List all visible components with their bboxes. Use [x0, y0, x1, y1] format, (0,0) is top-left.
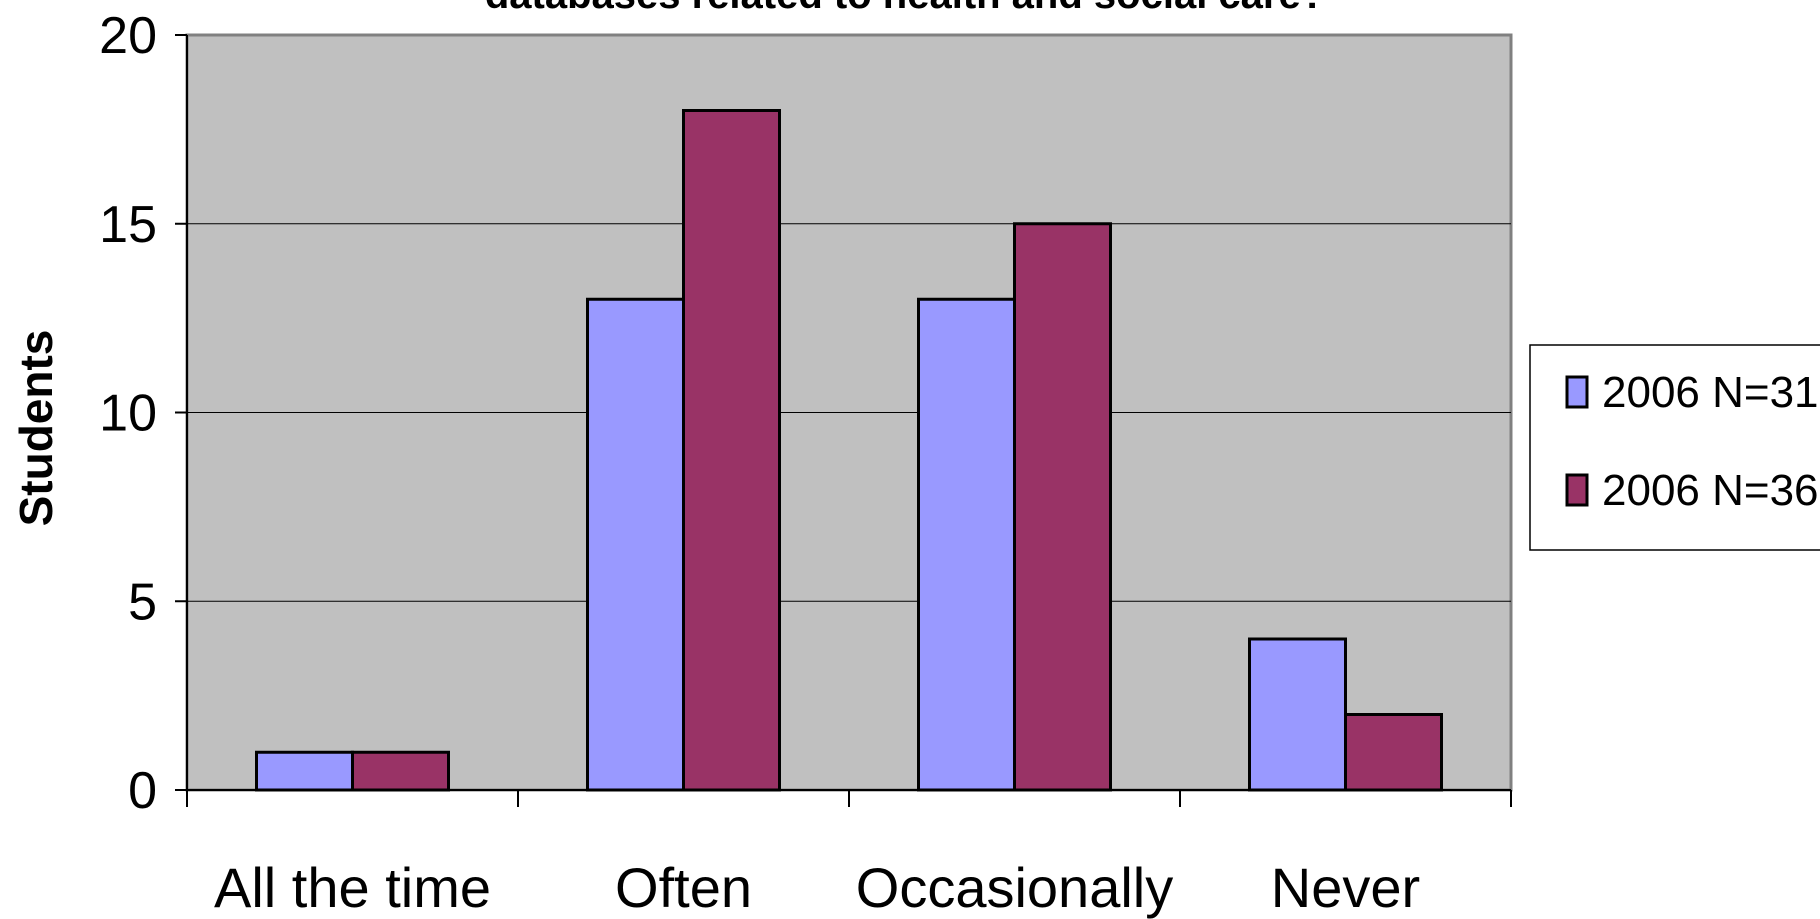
legend-label: 2006 N=31: [1602, 368, 1819, 417]
y-tick-label: 0: [128, 762, 157, 820]
category-label: Occasionally: [856, 856, 1173, 919]
y-tick-label: 20: [99, 7, 157, 65]
legend: 2006 N=31 2006 N=36: [1529, 344, 1820, 551]
bar-series-1: [586, 297, 685, 792]
legend-swatch: [1565, 473, 1589, 507]
bar-series-2: [682, 109, 781, 792]
category-label: All the time: [214, 856, 491, 919]
y-tick-labels: 0 5 10 15 20: [99, 7, 187, 820]
y-tick-label: 15: [99, 196, 157, 254]
bar-series-2: [1013, 222, 1112, 792]
bar-series-1: [255, 750, 354, 792]
category-label: Never: [1271, 856, 1420, 919]
bar-series-2: [1344, 713, 1443, 792]
x-tick-marks: [186, 790, 1512, 807]
legend-label: 2006 N=36: [1602, 466, 1819, 515]
bar-series-1: [917, 297, 1016, 792]
bar-series-1: [1248, 637, 1347, 792]
chart-title: databases related to health and social c…: [485, 0, 1325, 17]
y-tick-label: 5: [128, 573, 157, 631]
bars: [255, 109, 1443, 792]
category-labels: All the time Often Occasionally Never: [214, 856, 1420, 919]
category-label: Often: [615, 856, 752, 919]
legend-swatch: [1565, 375, 1589, 409]
bar-series-2: [351, 750, 450, 792]
gridlines: [187, 223, 1511, 602]
y-axis-label: Students: [10, 330, 62, 527]
y-tick-label: 10: [99, 385, 157, 443]
